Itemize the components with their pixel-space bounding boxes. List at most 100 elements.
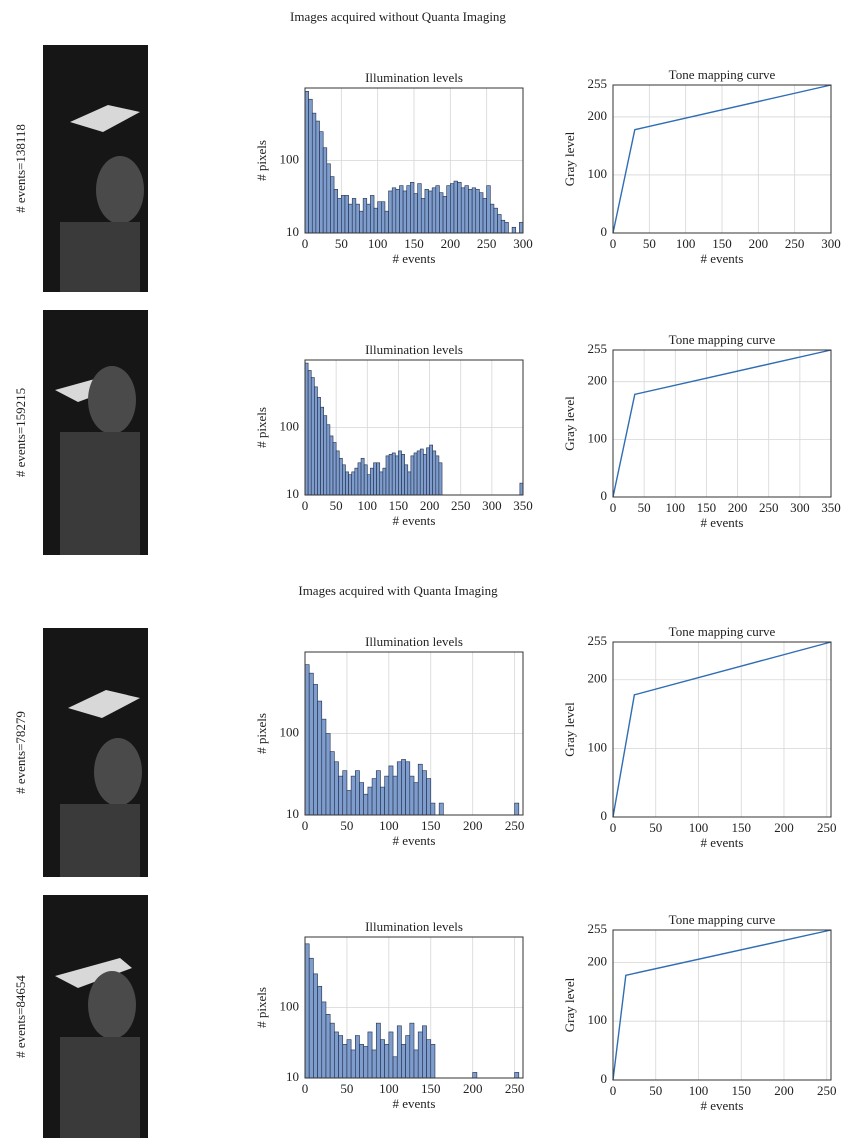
y-tick-label: 0 [601,1071,608,1086]
bar [504,222,509,234]
bar [468,189,473,234]
y-axis-label: # pixels [254,140,269,181]
photo-face [88,366,136,434]
x-tick-label: 0 [610,236,617,251]
chart-title: Illumination levels [365,342,463,357]
y-tick-label: 100 [588,739,608,754]
bar [350,1049,356,1079]
y-tick-label: 0 [601,808,608,823]
bar [348,474,353,496]
x-tick-label: 150 [389,498,409,513]
x-tick-label: 100 [689,820,709,835]
image-label: # events=159215 [13,388,28,477]
x-tick-label: 200 [441,236,461,251]
x-tick-label: 250 [817,1083,837,1098]
bar [376,462,381,496]
x-tick-label: 150 [697,500,717,515]
bar [373,462,377,496]
x-tick-label: 0 [302,1081,309,1096]
bar [319,131,324,234]
section-title: Images acquired without Quanta Imaging [290,9,506,24]
bar [335,450,340,496]
curve [612,349,832,498]
y-tick-label: 100 [280,151,300,166]
y-tick-label: 10 [286,224,299,239]
bar [379,471,384,496]
bar [404,464,409,496]
x-tick-label: 50 [638,500,651,515]
bar [333,189,339,234]
bar [380,786,385,816]
chart-title: Illumination levels [365,634,463,649]
bar [315,120,320,234]
bar [409,1022,415,1079]
bar [413,193,418,234]
bar [363,1046,369,1079]
x-tick-label: 100 [379,818,399,833]
bar [489,203,495,234]
x-axis-label: # events [701,515,744,530]
bar [330,176,335,234]
bar [304,664,310,816]
y-axis-label: # pixels [254,407,269,448]
x-tick-label: 150 [731,820,751,835]
bar [413,782,419,816]
x-tick-label: 50 [340,1081,353,1096]
y-tick-label: 0 [601,488,608,503]
bar [413,1049,419,1079]
bar [426,447,430,496]
bar [359,782,364,816]
bar [307,370,312,496]
y-tick-label: 255 [588,633,608,648]
bar [410,455,415,496]
bar [410,182,415,234]
bar [326,424,331,496]
bar [431,187,437,234]
y-tick-label: 255 [588,76,608,91]
bar [429,444,433,496]
bar [382,467,387,496]
bar [384,1044,390,1079]
bar [460,187,466,234]
bar [310,377,315,496]
curve [612,641,832,818]
x-tick-label: 250 [505,818,525,833]
photo-lamp [55,958,132,988]
plot-frame [612,641,832,818]
chart-title: Tone mapping curve [669,624,776,639]
y-axis-label: Gray level [562,131,577,186]
plot-frame [612,349,832,498]
x-tick-label: 150 [712,236,732,251]
bar [511,226,517,234]
bar [313,973,318,1079]
bar [341,195,346,234]
bar [417,183,422,234]
bar [371,778,377,816]
bar [398,450,402,496]
bar [399,185,404,234]
chart-title: Illumination levels [365,919,463,934]
x-tick-label: 300 [790,500,810,515]
bar [407,471,412,496]
x-tick-label: 0 [610,1083,617,1098]
photo-body [60,222,140,292]
bar [475,189,480,234]
x-tick-label: 50 [643,236,656,251]
bar [338,1035,344,1079]
x-tick-label: 250 [785,236,805,251]
bar [392,1056,398,1079]
bar [392,775,398,816]
bar [329,435,334,496]
bar [377,201,382,234]
bar [351,198,357,234]
y-tick-label: 200 [588,953,608,968]
bar [332,442,337,496]
photo-face [96,156,144,224]
bar [375,770,381,816]
x-axis-label: # events [393,833,436,848]
bar [357,462,362,496]
bar [367,786,373,816]
x-tick-label: 200 [749,236,769,251]
x-tick-label: 350 [513,498,533,513]
plot-area [613,350,831,497]
